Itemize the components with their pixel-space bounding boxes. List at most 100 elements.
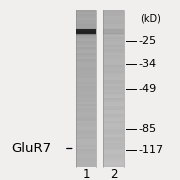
Bar <box>103 75 124 77</box>
Bar <box>76 51 96 53</box>
Bar <box>76 147 96 149</box>
Bar <box>76 116 96 118</box>
Bar <box>76 31 96 34</box>
Bar <box>76 106 96 108</box>
Bar <box>76 100 96 102</box>
Bar <box>103 129 124 132</box>
Bar <box>103 28 124 30</box>
Bar <box>76 32 96 33</box>
Bar <box>103 31 124 34</box>
Bar <box>76 34 96 35</box>
Bar <box>76 123 96 126</box>
Bar <box>103 106 124 108</box>
Bar <box>76 122 96 124</box>
Bar <box>76 131 96 134</box>
Bar <box>76 47 96 50</box>
Bar <box>76 90 96 93</box>
Bar <box>76 31 96 32</box>
Bar <box>76 27 96 28</box>
Bar <box>76 133 96 136</box>
Bar <box>76 135 96 138</box>
Bar <box>103 122 124 124</box>
Bar <box>76 94 96 96</box>
Bar <box>103 20 124 22</box>
Bar <box>103 92 124 95</box>
Bar <box>76 35 96 36</box>
Bar <box>76 118 96 120</box>
Bar <box>103 110 124 112</box>
Bar <box>76 86 96 89</box>
Bar <box>76 76 96 79</box>
Bar <box>76 120 96 122</box>
Bar <box>76 65 96 67</box>
Bar <box>76 153 96 155</box>
Bar <box>103 86 124 89</box>
Text: 1: 1 <box>82 168 90 180</box>
Bar <box>76 32 96 33</box>
Bar <box>76 71 96 73</box>
Bar <box>103 39 124 42</box>
Bar <box>76 43 96 46</box>
Bar <box>103 94 124 96</box>
Bar <box>76 96 96 98</box>
Bar <box>103 18 124 20</box>
Bar <box>76 110 96 112</box>
Bar <box>103 96 124 98</box>
Bar <box>76 102 96 104</box>
Bar <box>76 16 96 18</box>
Bar <box>76 98 96 100</box>
Bar <box>103 26 124 28</box>
Bar <box>76 92 96 95</box>
Text: -85: -85 <box>139 124 157 134</box>
Bar <box>76 29 96 30</box>
Bar <box>103 149 124 151</box>
Bar <box>76 67 96 69</box>
Bar <box>76 165 96 167</box>
Bar <box>103 90 124 93</box>
Text: GluR7: GluR7 <box>11 142 51 155</box>
Bar <box>103 29 124 34</box>
Bar <box>76 143 96 145</box>
Bar <box>76 49 96 51</box>
Bar <box>76 151 96 153</box>
Bar <box>103 73 124 75</box>
Bar <box>76 18 96 20</box>
Bar <box>76 14 96 16</box>
Bar <box>76 69 96 71</box>
Bar <box>103 100 124 102</box>
Bar <box>76 39 96 42</box>
Bar <box>103 143 124 145</box>
Bar <box>76 73 96 75</box>
Bar <box>103 43 124 46</box>
Bar <box>76 32 96 33</box>
Bar <box>76 137 96 140</box>
Bar <box>103 157 124 159</box>
Bar <box>103 76 124 79</box>
Bar <box>76 28 96 30</box>
Bar <box>76 24 96 26</box>
Bar <box>76 57 96 59</box>
Bar <box>103 98 124 100</box>
Bar <box>76 112 96 114</box>
Bar <box>76 28 96 29</box>
Bar <box>103 67 124 69</box>
Bar <box>103 141 124 144</box>
Bar <box>76 34 96 35</box>
Bar <box>76 80 96 83</box>
Bar <box>103 33 124 36</box>
Bar <box>76 161 96 163</box>
Bar <box>76 29 96 34</box>
Bar <box>76 63 96 65</box>
Bar <box>103 78 124 81</box>
Bar <box>76 104 96 106</box>
Bar <box>76 33 96 34</box>
Bar <box>76 155 96 157</box>
Bar <box>103 155 124 157</box>
Bar <box>103 63 124 65</box>
Bar <box>103 22 124 24</box>
Bar <box>103 159 124 161</box>
Bar <box>76 82 96 85</box>
Bar <box>76 35 96 36</box>
Text: -34: -34 <box>139 59 157 69</box>
Bar <box>103 163 124 165</box>
